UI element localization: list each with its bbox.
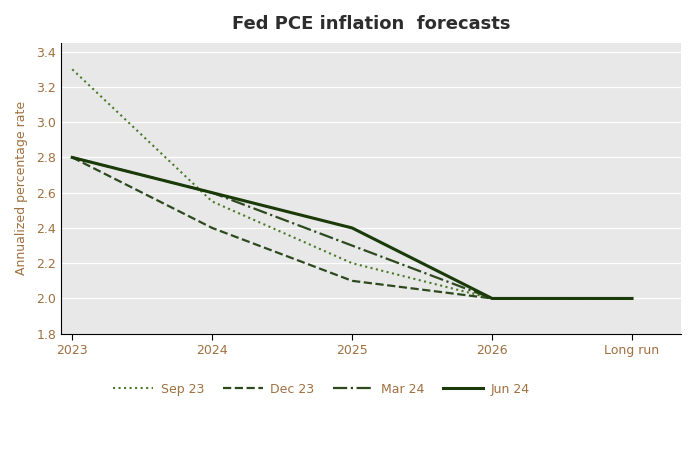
Title: Fed PCE inflation  forecasts: Fed PCE inflation forecasts — [232, 15, 510, 33]
Legend: Sep 23, Dec 23, Mar 24, Jun 24: Sep 23, Dec 23, Mar 24, Jun 24 — [109, 378, 535, 401]
Y-axis label: Annualized percentage rate: Annualized percentage rate — [15, 101, 28, 275]
